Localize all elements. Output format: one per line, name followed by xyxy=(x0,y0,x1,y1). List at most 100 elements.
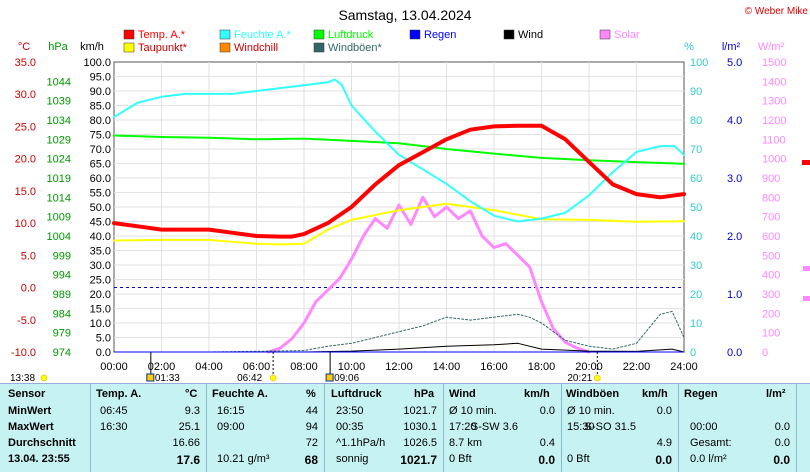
table-cell-gust-v: 0.0 xyxy=(655,453,672,467)
weather-chart: Samstag, 13.04.2024 © Weber Mike Temp. A… xyxy=(10,6,810,382)
tick-label-hum: 90 xyxy=(690,86,702,98)
table-cell-hum-t: 16:15 xyxy=(217,405,245,417)
tick-label-solar: 1200 xyxy=(762,115,786,127)
legend-swatch xyxy=(123,42,135,53)
table-cell-label: MinWert xyxy=(8,405,52,417)
legend-swatch xyxy=(599,29,611,40)
table-row: 13.04. 23:55 17.6 10.21 g/m³ 68 sonnig 1021.7… xyxy=(0,453,810,469)
tick-label-wind: 20.0 xyxy=(90,289,111,301)
header-hum: Feuchte A. xyxy=(212,388,268,400)
legend-label: Regen xyxy=(424,29,456,41)
tick-label-temp: 0.0 xyxy=(21,283,36,295)
tick-label-wind: 50.0 xyxy=(90,202,111,214)
legend-label: Windchill xyxy=(234,42,278,54)
header-rain: Regen xyxy=(684,388,718,400)
tick-label-wind: 65.0 xyxy=(90,159,111,171)
sunset-time: 20:21 xyxy=(567,373,592,382)
table-row: MinWert 06:45 9.3 16:15 44 23:50 1021.7 Ø 10 mi… xyxy=(0,405,810,421)
tick-label-wind: 70.0 xyxy=(90,144,111,156)
tick-label-press: 999 xyxy=(53,250,71,262)
table-cell-press-v: 1021.7 xyxy=(403,405,437,417)
table-row: MaxWert 16:30 25.1 09:00 94 00:35 1030.1 17:20 S… xyxy=(0,421,810,437)
table-cell-gust-v: 0.0 xyxy=(656,405,672,417)
tick-label-solar: 900 xyxy=(762,173,780,185)
tick-label-solar: 800 xyxy=(762,192,780,204)
table-cell-rain-t: Gesamt: xyxy=(690,437,732,449)
table-cell-press-t: ^1.1hPa/h xyxy=(336,437,386,449)
tick-label-rain: 3.0 xyxy=(727,173,742,185)
legend-swatch xyxy=(219,42,231,53)
table-cell-wind-t: Ø 10 min. xyxy=(449,405,497,417)
legend-swatch xyxy=(409,29,421,40)
series-line-taupunkt xyxy=(113,202,685,246)
tick-label-wind: 60.0 xyxy=(90,173,111,185)
table-cell-hum-v: 44 xyxy=(305,405,318,417)
tick-label-hum: 40 xyxy=(690,231,702,243)
tick-label-time: 16:00 xyxy=(480,361,508,373)
tick-label-solar: 1100 xyxy=(762,134,786,146)
tick-label-temp: 10.0 xyxy=(15,218,36,230)
tick-label-time: 10:00 xyxy=(338,361,366,373)
sunrise-time: 06:42 xyxy=(237,373,262,382)
grid xyxy=(114,62,684,352)
table-cell-press-v: 1021.7 xyxy=(400,453,437,467)
moon-icon xyxy=(325,373,334,382)
tick-label-solar: 300 xyxy=(762,289,780,301)
tick-label-wind: 35.0 xyxy=(90,246,111,258)
statistics-table: Sensor Temp. A. °C Feuchte A. % Luftdruc… xyxy=(0,383,810,472)
tick-label-rain: 5.0 xyxy=(727,57,742,69)
tick-label-wind: 40.0 xyxy=(90,231,111,243)
tick-label-wind: 85.0 xyxy=(90,101,111,113)
axis-unit-label: W/m² xyxy=(758,41,785,53)
table-cell-wind-t: 17:20 xyxy=(449,421,477,433)
table-cell-wind-t: 8.7 km xyxy=(449,437,483,449)
moon1-time: 01:33 xyxy=(155,373,180,382)
table-cell-temp-t: 06:45 xyxy=(100,405,128,417)
tick-label-time: 24:00 xyxy=(670,361,698,373)
legend-swatch xyxy=(503,29,515,40)
series-line-temp-a xyxy=(112,123,686,239)
table-cell-wind-v: 0.4 xyxy=(539,437,555,449)
table-cell-wind-v: 0.0 xyxy=(538,453,555,467)
tick-label-rain: 1.0 xyxy=(727,289,742,301)
legend-swatch xyxy=(313,29,325,40)
tick-label-temp: 30.0 xyxy=(15,89,36,101)
sunrise-icon xyxy=(269,374,277,382)
tick-labels: 100.095.090.085.080.075.070.065.060.055.… xyxy=(11,57,787,373)
axis-unit-label: l/m² xyxy=(722,41,741,53)
legend: Temp. A.* Feuchte A.* Luftdruck Regen Wind So… xyxy=(123,29,640,54)
header-gust: Windböen xyxy=(566,388,620,400)
tick-label-temp: 25.0 xyxy=(15,121,36,133)
tick-label-hum: 50 xyxy=(690,202,702,214)
table-cell-hum-v: 72 xyxy=(305,437,318,449)
tick-label-temp: -5.0 xyxy=(17,315,36,327)
table-cell-hum-v: 68 xyxy=(304,453,318,467)
tick-label-wind: 75.0 xyxy=(90,130,111,142)
tick-label-time: 18:00 xyxy=(528,361,556,373)
tick-label-wind: 80.0 xyxy=(90,115,111,127)
tick-label-wind: 25.0 xyxy=(90,275,111,287)
tick-label-solar: 600 xyxy=(762,231,780,243)
tick-label-solar: 0 xyxy=(762,347,768,359)
sun-moon-markers: 13:38 01:33 06:42 09:06 20:21 xyxy=(10,352,601,382)
legend-label: Luftdruck xyxy=(328,29,374,41)
table-cell-wind-v: 0.0 xyxy=(539,405,555,417)
sun-icon xyxy=(40,374,48,382)
legend-label: Feuchte A.* xyxy=(234,29,292,41)
table-cell-gust-v: 4.9 xyxy=(656,437,672,449)
data-series xyxy=(112,78,686,354)
tick-label-wind: 45.0 xyxy=(90,217,111,229)
tick-label-wind: 90.0 xyxy=(90,86,111,98)
header-press-unit: hPa xyxy=(414,388,435,400)
header-temp-unit: °C xyxy=(185,388,198,400)
legend-label: Windböen* xyxy=(328,42,383,54)
table-cell-hum-t: 10.21 g/m³ xyxy=(217,453,270,465)
tick-label-solar: 1300 xyxy=(762,96,786,108)
table-cell-label: 13.04. 23:55 xyxy=(8,453,70,465)
tick-label-press: 1009 xyxy=(47,212,71,224)
tick-label-press: 974 xyxy=(53,347,71,359)
tick-label-press: 984 xyxy=(53,308,71,320)
tick-label-press: 1029 xyxy=(47,134,71,146)
tick-label-rain: 2.0 xyxy=(727,231,742,243)
tick-label-hum: 30 xyxy=(690,260,702,272)
